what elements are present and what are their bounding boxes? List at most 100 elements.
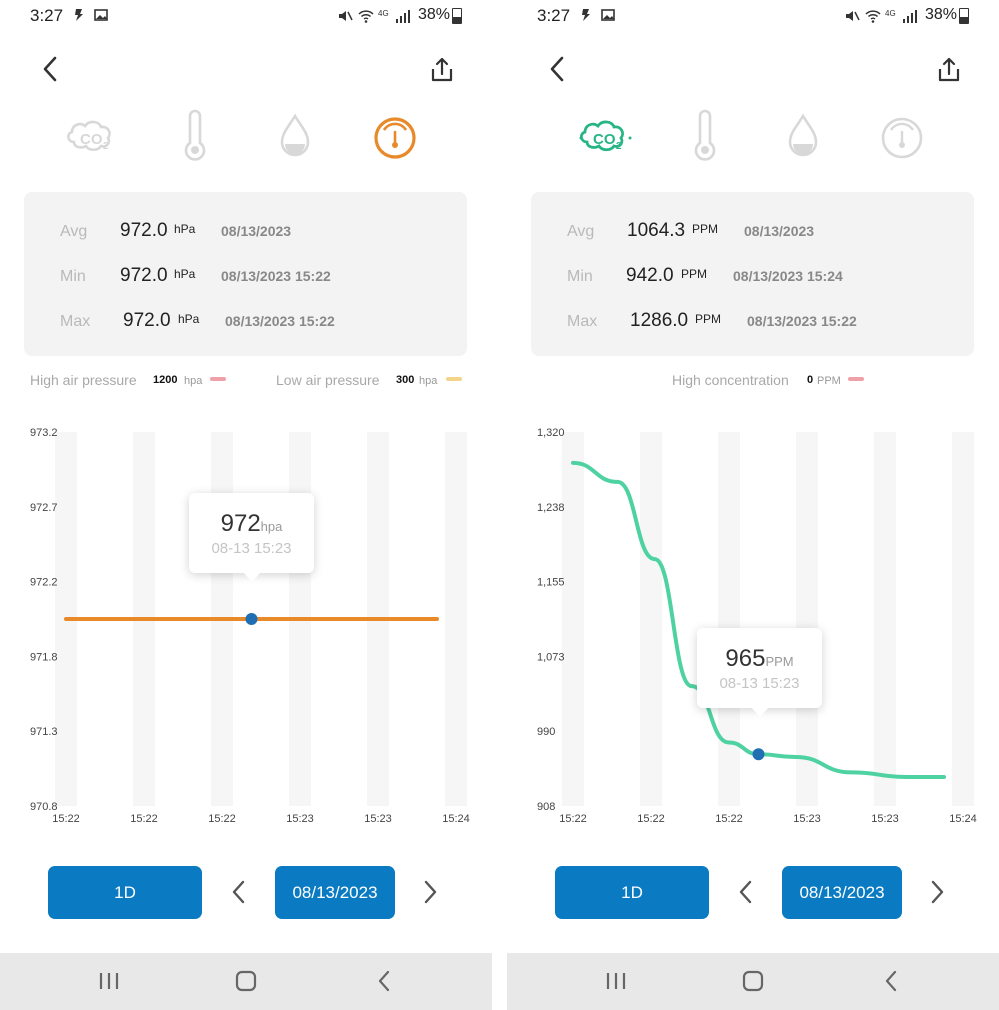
range-button[interactable]: 1D (48, 866, 202, 919)
x-tick-label: 15:24 (949, 813, 977, 825)
tab-humidity[interactable] (263, 108, 327, 168)
tab-pressure[interactable] (363, 108, 427, 168)
home-button[interactable] (231, 967, 261, 995)
water-drop-icon (788, 113, 818, 157)
recent-apps-button[interactable] (94, 967, 124, 995)
home-icon (235, 970, 257, 992)
tab-temperature[interactable] (163, 108, 227, 168)
y-tick-label: 908 (537, 801, 555, 813)
x-tick-label: 15:22 (715, 813, 743, 825)
legend-low-value: 300 (396, 374, 415, 386)
y-tick-label: 973.2 (30, 427, 58, 439)
highlight-point (752, 748, 765, 761)
x-tick-label: 15:22 (637, 813, 665, 825)
chevron-left-icon (232, 880, 245, 904)
co2-chart[interactable]: 1,320 1,238 1,155 1,073 990 908 15:22 15:22 15:2… (507, 420, 999, 840)
svg-text:CO: CO (80, 131, 103, 148)
share-button[interactable] (936, 56, 962, 84)
stat-avg-value: 972.0 (120, 220, 168, 241)
stat-min-unit: PPM (681, 267, 708, 281)
y-tick-label: 990 (537, 726, 555, 738)
stat-min-value: 972.0 (120, 265, 168, 286)
share-button[interactable] (429, 56, 455, 84)
date-button[interactable]: 08/13/2023 (275, 866, 395, 919)
recent-apps-button[interactable] (601, 967, 631, 995)
legend-high-swatch (848, 377, 864, 381)
mute-icon (337, 8, 353, 27)
next-date-button[interactable] (420, 878, 440, 906)
stat-max-label: Max (60, 313, 91, 330)
legend-high-unit: PPM (817, 375, 841, 387)
legend-low-swatch (446, 377, 462, 381)
date-button[interactable]: 08/13/2023 (782, 866, 902, 919)
status-time: 3:27 (30, 6, 64, 25)
svg-text:4G: 4G (378, 9, 389, 18)
stat-min-row: Min 972.0 hPa 08/13/2023 15:22 (24, 264, 467, 290)
grid-band (796, 432, 818, 806)
stat-min-label: Min (567, 268, 593, 285)
y-tick-label: 970.8 (30, 801, 58, 813)
x-tick-label: 15:22 (559, 813, 587, 825)
previous-date-button[interactable] (736, 878, 756, 906)
tab-pressure[interactable] (870, 108, 934, 168)
y-tick-label: 1,073 (537, 651, 565, 663)
battery-percent: 38% (417, 6, 450, 23)
threshold-legend: High concentration 0 PPM (507, 372, 999, 392)
status-time: 3:27 (537, 6, 571, 25)
back-icon (885, 970, 897, 992)
gauge-icon (374, 117, 416, 159)
lte-signal-icon: 4G (378, 8, 412, 27)
tooltip-time: 08-13 15:23 (211, 540, 292, 557)
mute-icon (844, 8, 860, 27)
legend-high-value: 0 (807, 374, 814, 386)
system-back-button[interactable] (876, 967, 906, 995)
range-button[interactable]: 1D (555, 866, 709, 919)
threshold-legend: High air pressure 1200 hpa Low air press… (0, 372, 492, 392)
stat-avg-label: Avg (60, 223, 88, 240)
pressure-chart[interactable]: 973.2 972.7 972.2 971.8 971.3 970.8 15:22 15:22… (0, 420, 492, 840)
tab-temperature[interactable] (673, 108, 737, 168)
battery-icon (452, 8, 462, 24)
lte-signal-icon: 4G (885, 8, 919, 27)
tooltip-time: 08-13 15:23 (719, 675, 800, 692)
recent-apps-icon (99, 973, 119, 989)
home-button[interactable] (738, 967, 768, 995)
chevron-left-icon (550, 56, 564, 82)
stat-avg-value: 1064.3 (627, 220, 686, 241)
highlight-point (245, 613, 258, 625)
next-date-button[interactable] (927, 878, 947, 906)
pressure-panel: 3:27 4G 38% CO 2 (0, 0, 492, 1010)
grid-band (874, 432, 896, 806)
legend-low-label: Low air pressure (276, 372, 380, 388)
stat-avg-row: Avg 972.0 hPa 08/13/2023 (24, 219, 467, 245)
stat-max-label: Max (567, 313, 598, 330)
back-button[interactable] (38, 55, 64, 83)
system-nav-bar (0, 953, 492, 1010)
system-back-button[interactable] (369, 967, 399, 995)
back-button[interactable] (545, 55, 571, 83)
y-tick-label: 1,238 (537, 502, 565, 514)
x-tick-label: 15:22 (208, 813, 236, 825)
stat-avg-unit: PPM (692, 222, 719, 236)
legend-low-unit: hpa (419, 375, 438, 387)
stat-max-date: 08/13/2023 15:22 (747, 313, 857, 329)
tooltip-value-line: 965PPM (697, 628, 822, 673)
tab-humidity[interactable] (771, 108, 835, 168)
grid-band (562, 432, 584, 806)
svg-text:2: 2 (103, 141, 109, 152)
stat-max-value: 972.0 (123, 310, 171, 331)
previous-date-button[interactable] (229, 878, 249, 906)
x-tick-label: 15:23 (364, 813, 392, 825)
wifi-icon (358, 8, 374, 27)
x-tick-label: 15:24 (442, 813, 470, 825)
stat-max-date: 08/13/2023 15:22 (225, 313, 335, 329)
chevron-left-icon (739, 880, 752, 904)
svg-text:4G: 4G (885, 9, 896, 18)
stat-max-unit: hPa (178, 312, 200, 326)
y-tick-label: 972.2 (30, 577, 58, 589)
stat-avg-row: Avg 1064.3 PPM 08/13/2023 (531, 219, 974, 245)
stat-max-value: 1286.0 (630, 310, 689, 331)
tab-co2[interactable]: CO 2 (573, 108, 637, 168)
tab-co2[interactable]: CO 2 (60, 108, 124, 168)
